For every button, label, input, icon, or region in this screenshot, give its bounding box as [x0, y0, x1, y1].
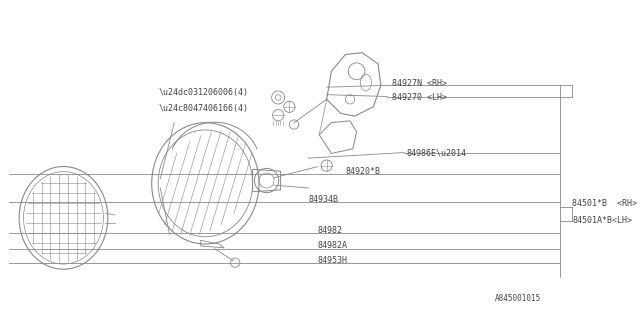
Text: 84934B: 84934B — [308, 195, 338, 204]
Text: 84982A: 84982A — [317, 241, 348, 250]
Text: 84501A*B<LH>: 84501A*B<LH> — [572, 216, 632, 225]
Text: 84501*B  <RH>: 84501*B <RH> — [572, 199, 637, 208]
Text: 84920*B: 84920*B — [346, 167, 380, 176]
Text: A845001015: A845001015 — [495, 294, 541, 303]
Text: 84927N <RH>: 84927N <RH> — [392, 79, 447, 88]
Text: 84986E\u2014: 84986E\u2014 — [406, 148, 466, 157]
Text: \u24c8047406166(4): \u24c8047406166(4) — [159, 104, 249, 113]
Text: 84953H: 84953H — [317, 256, 348, 265]
Text: 84982: 84982 — [317, 226, 342, 235]
Text: 849270 <LH>: 849270 <LH> — [392, 93, 447, 102]
Text: \u24dc031206006(4): \u24dc031206006(4) — [159, 88, 249, 97]
